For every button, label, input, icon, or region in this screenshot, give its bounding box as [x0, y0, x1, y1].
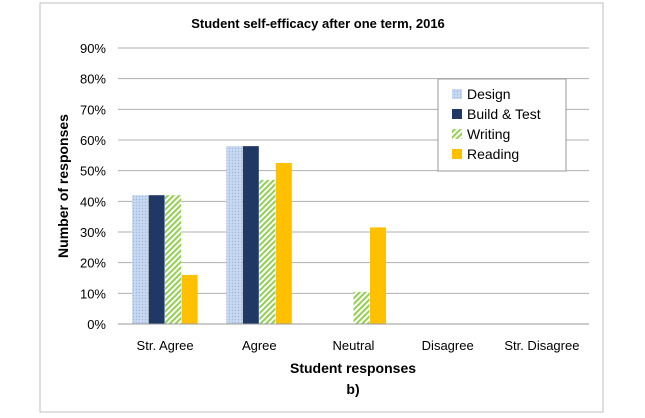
legend: Design Build & Test Writing Reading: [437, 78, 567, 172]
panel-label: b): [346, 381, 359, 397]
y-tick-label: 50%: [80, 164, 106, 179]
legend-label: Build & Test: [467, 106, 541, 122]
bar-writing-str-agree: [165, 195, 182, 324]
y-tick-label: 60%: [80, 133, 106, 148]
y-axis-label: Number of responses: [55, 114, 71, 258]
y-tick-label: 0%: [87, 317, 106, 332]
legend-label: Design: [467, 86, 511, 102]
bar-build-test-agree: [242, 146, 259, 324]
bar-reading-str-agree: [181, 274, 198, 324]
y-tick-label: 70%: [80, 102, 106, 117]
y-tick-label: 90%: [80, 41, 106, 56]
bar-design-agree: [226, 146, 243, 324]
y-tick-labels: 0% 10% 20% 30% 40% 50% 60% 70% 80% 90%: [80, 41, 106, 332]
legend-swatch: [452, 129, 462, 139]
x-tick-label: Disagree: [422, 338, 474, 353]
x-tick-label: Str. Agree: [137, 338, 194, 353]
bar-writing-agree: [259, 179, 276, 324]
x-tick-label: Str. Disagree: [504, 338, 579, 353]
bar-writing-neutral: [353, 291, 370, 324]
x-tick-label: Neutral: [333, 338, 375, 353]
bar-design-str-agree: [132, 195, 149, 324]
bars: [132, 146, 386, 324]
x-tick-labels: Str. Agree Agree Neutral Disagree Str. Disag…: [137, 338, 580, 353]
bar-build-test-str-agree: [148, 195, 165, 324]
y-tick-label: 30%: [80, 225, 106, 240]
legend-label: Writing: [467, 126, 510, 142]
x-axis-label: Student responses: [290, 360, 416, 376]
y-tick-label: 10%: [80, 286, 106, 301]
bar-reading-neutral: [370, 227, 386, 324]
bar-reading-agree: [275, 163, 292, 324]
chart-title: Student self-efficacy after one term, 20…: [191, 16, 445, 31]
legend-swatch: [452, 109, 462, 119]
legend-label: Reading: [467, 146, 519, 162]
legend-swatch: [452, 149, 462, 159]
legend-swatch: [452, 89, 462, 99]
y-tick-label: 80%: [80, 72, 106, 87]
y-tick-label: 40%: [80, 194, 106, 209]
x-tick-label: Agree: [242, 338, 277, 353]
y-tick-label: 20%: [80, 256, 106, 271]
